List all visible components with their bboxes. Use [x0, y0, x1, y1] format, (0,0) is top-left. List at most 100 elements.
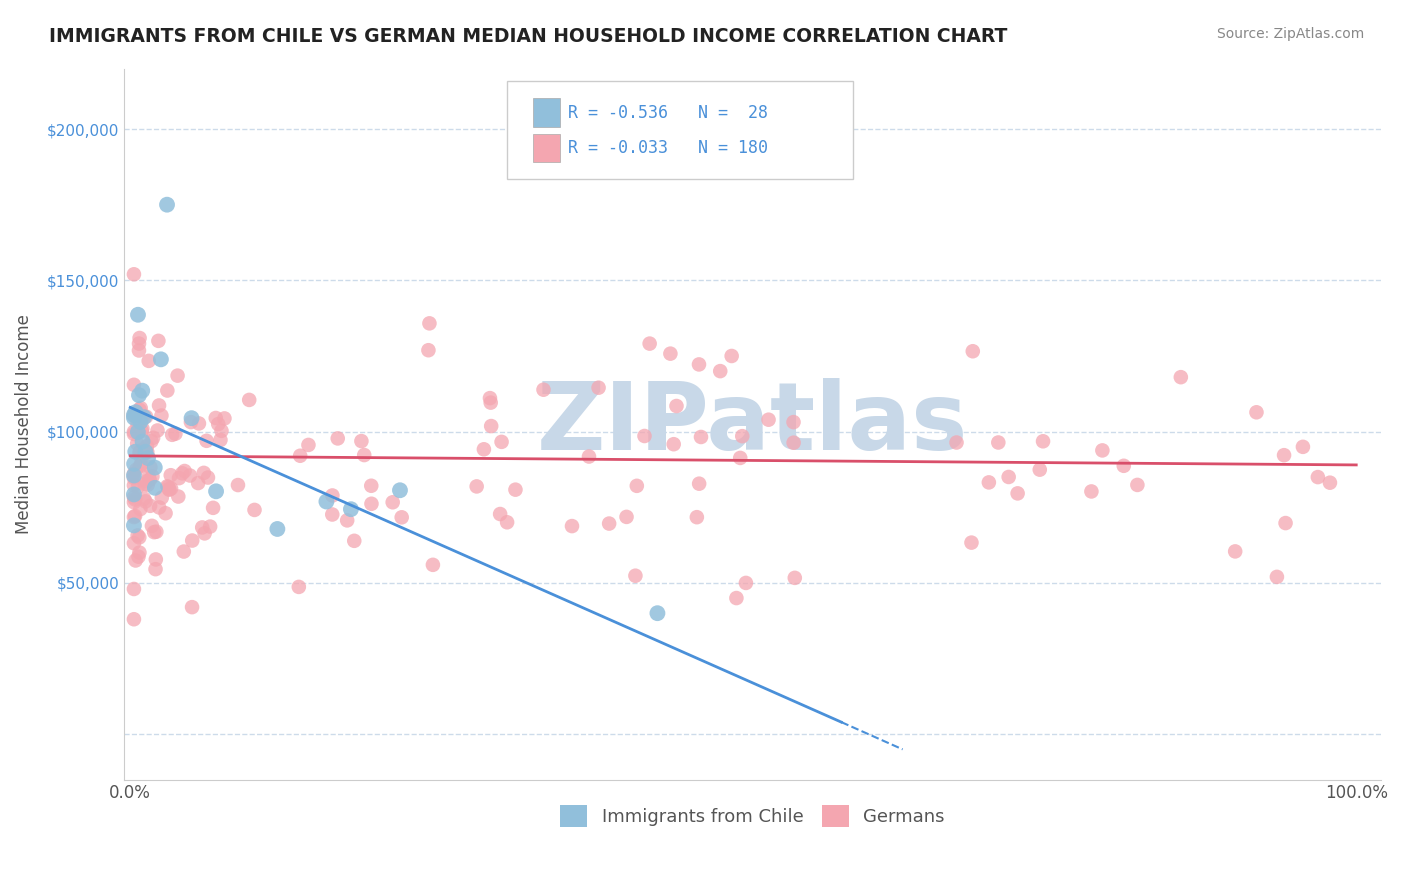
Point — [122, 582, 145, 596]
Point — [124, 553, 146, 567]
FancyBboxPatch shape — [508, 80, 853, 178]
Point — [159, 468, 181, 483]
Point — [139, 473, 162, 487]
Point — [129, 458, 152, 472]
Point — [127, 308, 149, 322]
Point — [160, 427, 183, 442]
Point — [150, 491, 173, 505]
Point — [134, 444, 156, 458]
Point — [945, 435, 967, 450]
Point — [360, 479, 382, 493]
Point — [138, 470, 160, 484]
Point — [297, 438, 319, 452]
Point — [647, 606, 669, 620]
Point — [145, 524, 167, 539]
Point — [128, 545, 150, 559]
Point — [129, 415, 152, 429]
Point — [124, 444, 146, 458]
Point — [148, 399, 170, 413]
Point — [128, 445, 150, 459]
Point — [132, 491, 155, 506]
Point — [134, 494, 156, 508]
Point — [758, 413, 780, 427]
Point — [193, 466, 215, 480]
Point — [134, 477, 156, 491]
Point — [783, 571, 806, 585]
Point — [360, 497, 382, 511]
Point — [124, 405, 146, 419]
Point — [167, 471, 190, 485]
Point — [195, 434, 218, 448]
Point — [131, 434, 153, 449]
Point — [180, 411, 202, 425]
Point — [148, 500, 170, 515]
Point — [321, 488, 343, 502]
Point — [156, 197, 179, 211]
Point — [690, 430, 713, 444]
Point — [122, 457, 145, 471]
Point — [1265, 570, 1288, 584]
Point — [150, 409, 173, 423]
Point — [226, 478, 249, 492]
Point — [131, 451, 153, 466]
Point — [149, 352, 172, 367]
Point — [129, 401, 152, 415]
Point — [138, 354, 160, 368]
Point — [1272, 448, 1295, 462]
Text: R = -0.536   N =  28: R = -0.536 N = 28 — [568, 103, 768, 121]
Point — [157, 480, 180, 494]
Point — [122, 471, 145, 485]
Point — [128, 530, 150, 544]
Point — [141, 434, 163, 449]
Point — [145, 562, 167, 576]
Point — [288, 580, 311, 594]
Bar — [533, 134, 560, 162]
Point — [391, 510, 413, 524]
Point — [266, 522, 288, 536]
Point — [128, 343, 150, 358]
Point — [782, 435, 804, 450]
Point — [624, 568, 647, 582]
Point — [290, 449, 312, 463]
Point — [179, 468, 201, 483]
Point — [132, 410, 155, 425]
Point — [136, 478, 159, 492]
Point — [321, 508, 343, 522]
Point — [142, 431, 165, 445]
Point — [340, 502, 363, 516]
Point — [1274, 516, 1296, 530]
Point — [122, 510, 145, 524]
Point — [725, 591, 748, 605]
Point — [122, 408, 145, 422]
Point — [141, 518, 163, 533]
Point — [1126, 478, 1149, 492]
Point — [145, 552, 167, 566]
Point — [181, 533, 204, 548]
Point — [122, 377, 145, 392]
Point — [1112, 458, 1135, 473]
Point — [418, 317, 440, 331]
Point — [165, 426, 187, 441]
Point — [686, 510, 709, 524]
Point — [478, 391, 501, 405]
Point — [491, 434, 513, 449]
Point — [977, 475, 1000, 490]
Point — [633, 429, 655, 443]
Point — [131, 410, 153, 425]
Point — [731, 429, 754, 443]
Point — [489, 507, 512, 521]
Point — [472, 442, 495, 457]
Point — [128, 336, 150, 351]
Point — [122, 478, 145, 492]
Point — [139, 460, 162, 475]
Point — [127, 528, 149, 542]
Point — [343, 533, 366, 548]
Point — [172, 467, 194, 481]
Point — [1170, 370, 1192, 384]
Point — [180, 415, 202, 429]
Point — [659, 346, 682, 360]
Point — [167, 490, 190, 504]
Legend: Immigrants from Chile, Germans: Immigrants from Chile, Germans — [553, 798, 952, 835]
Point — [353, 448, 375, 462]
Point — [204, 411, 226, 425]
